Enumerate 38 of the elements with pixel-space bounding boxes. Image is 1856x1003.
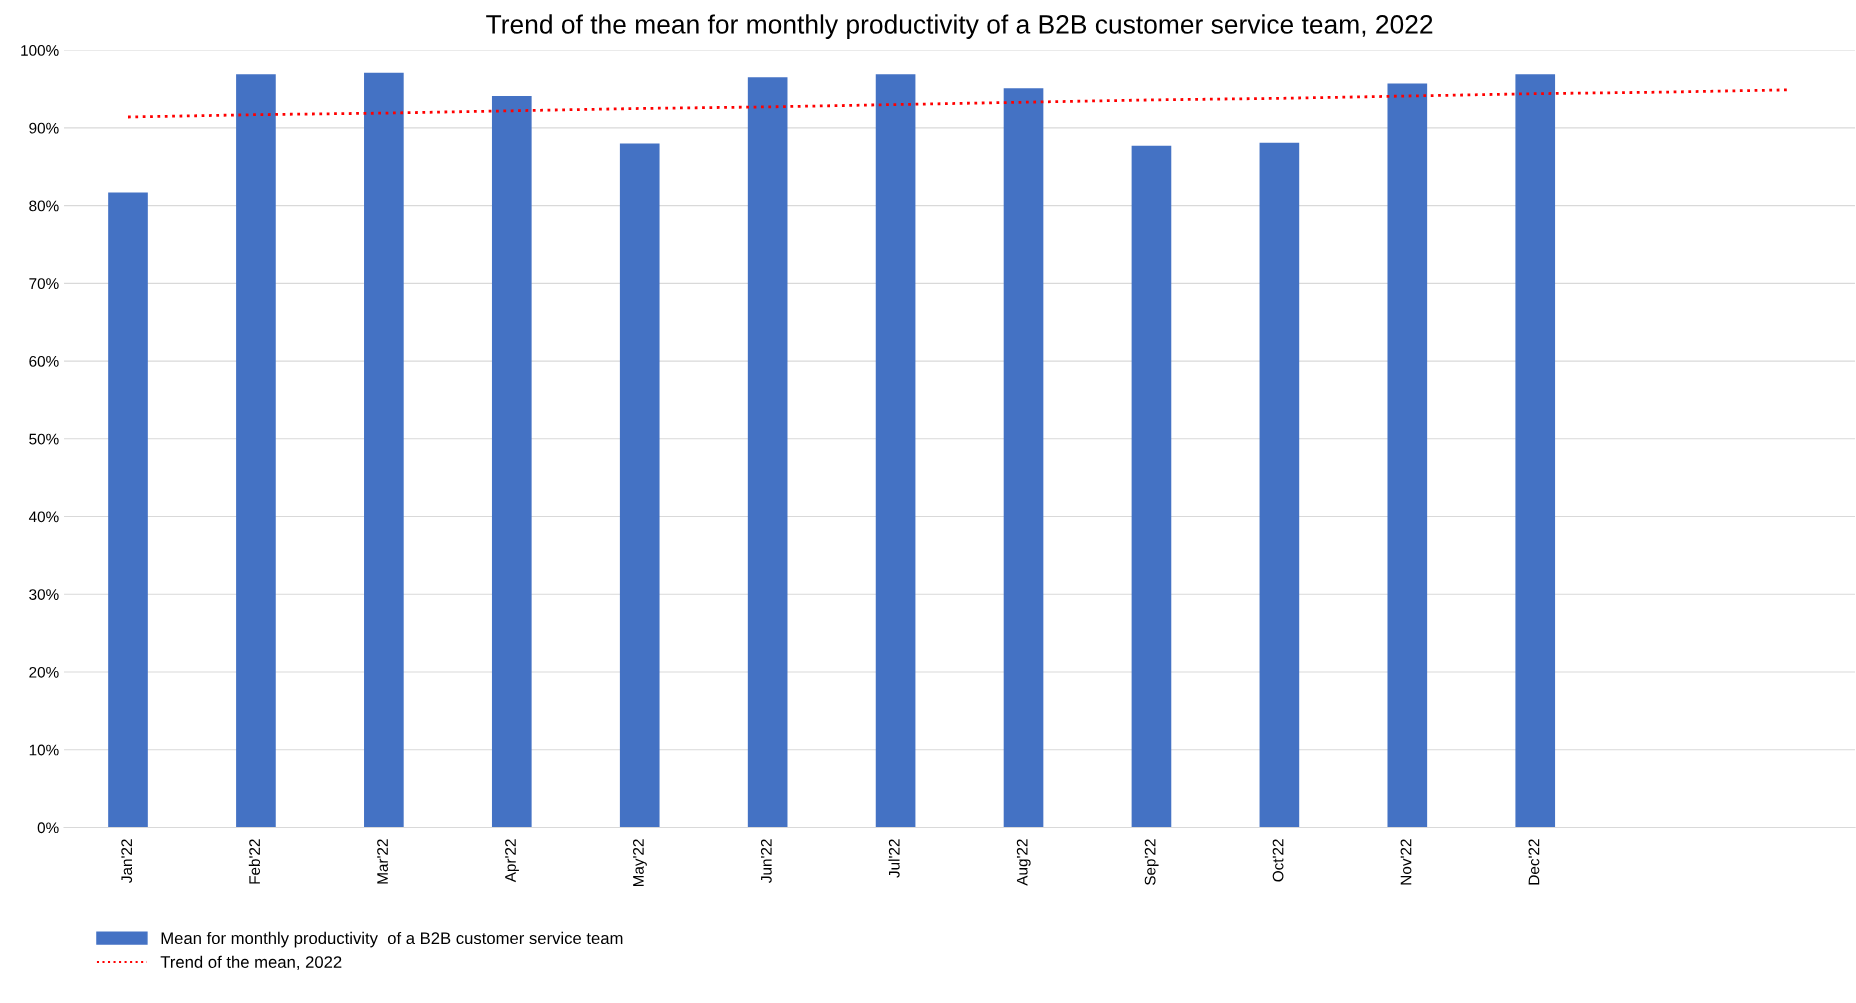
x-tick-label: Feb'22 (248, 839, 261, 884)
x-tick-label: Jul'22 (888, 839, 900, 878)
y-tick-label: 10% (29, 744, 59, 756)
y-tick-label: 20% (29, 666, 59, 678)
legend-label: Trend of the mean, 2022 (160, 955, 342, 970)
y-tick-label: 30% (29, 589, 59, 600)
bar (1259, 142, 1300, 828)
x-tick-label: Aug'22 (1016, 839, 1031, 886)
x-tick-label: Sep'22 (1144, 839, 1159, 885)
y-tick-label: 50% (29, 433, 59, 445)
legend-label: Mean for monthly productivity of a B2B customer service team (161, 931, 623, 948)
x-tick-label: May'22 (633, 839, 647, 887)
bar (619, 143, 660, 828)
bar (364, 72, 404, 828)
x-tick-label: Apr'22 (505, 839, 519, 883)
y-tick-label: 40% (28, 511, 59, 523)
y-tick-label: 0% (37, 822, 59, 834)
bar (236, 74, 276, 828)
y-tick-label: 90% (29, 122, 59, 134)
x-tick-label: Dec'22 (1528, 839, 1540, 885)
bar (108, 192, 148, 828)
x-tick-label: Jun'22 (760, 839, 772, 883)
bar (491, 96, 532, 828)
bar (1003, 88, 1044, 828)
bar (1387, 83, 1428, 828)
y-tick-label: 100% (21, 45, 59, 56)
y-tick-label: 70% (29, 278, 59, 290)
chart-title: Trend of the mean for monthly productivity of a B2B customer service team, 2022 (486, 14, 1433, 39)
bar (875, 74, 916, 828)
bar (747, 77, 788, 828)
y-tick-label: 80% (29, 200, 59, 212)
x-tick-label: Oct'22 (1272, 839, 1284, 882)
bar (1131, 145, 1172, 828)
bar (1515, 74, 1556, 828)
x-tick-label: Mar'22 (377, 839, 388, 884)
x-tick-label: Jan'22 (121, 839, 133, 883)
y-tick-label: 60% (29, 355, 59, 367)
x-tick-label: Nov'22 (1400, 839, 1412, 885)
